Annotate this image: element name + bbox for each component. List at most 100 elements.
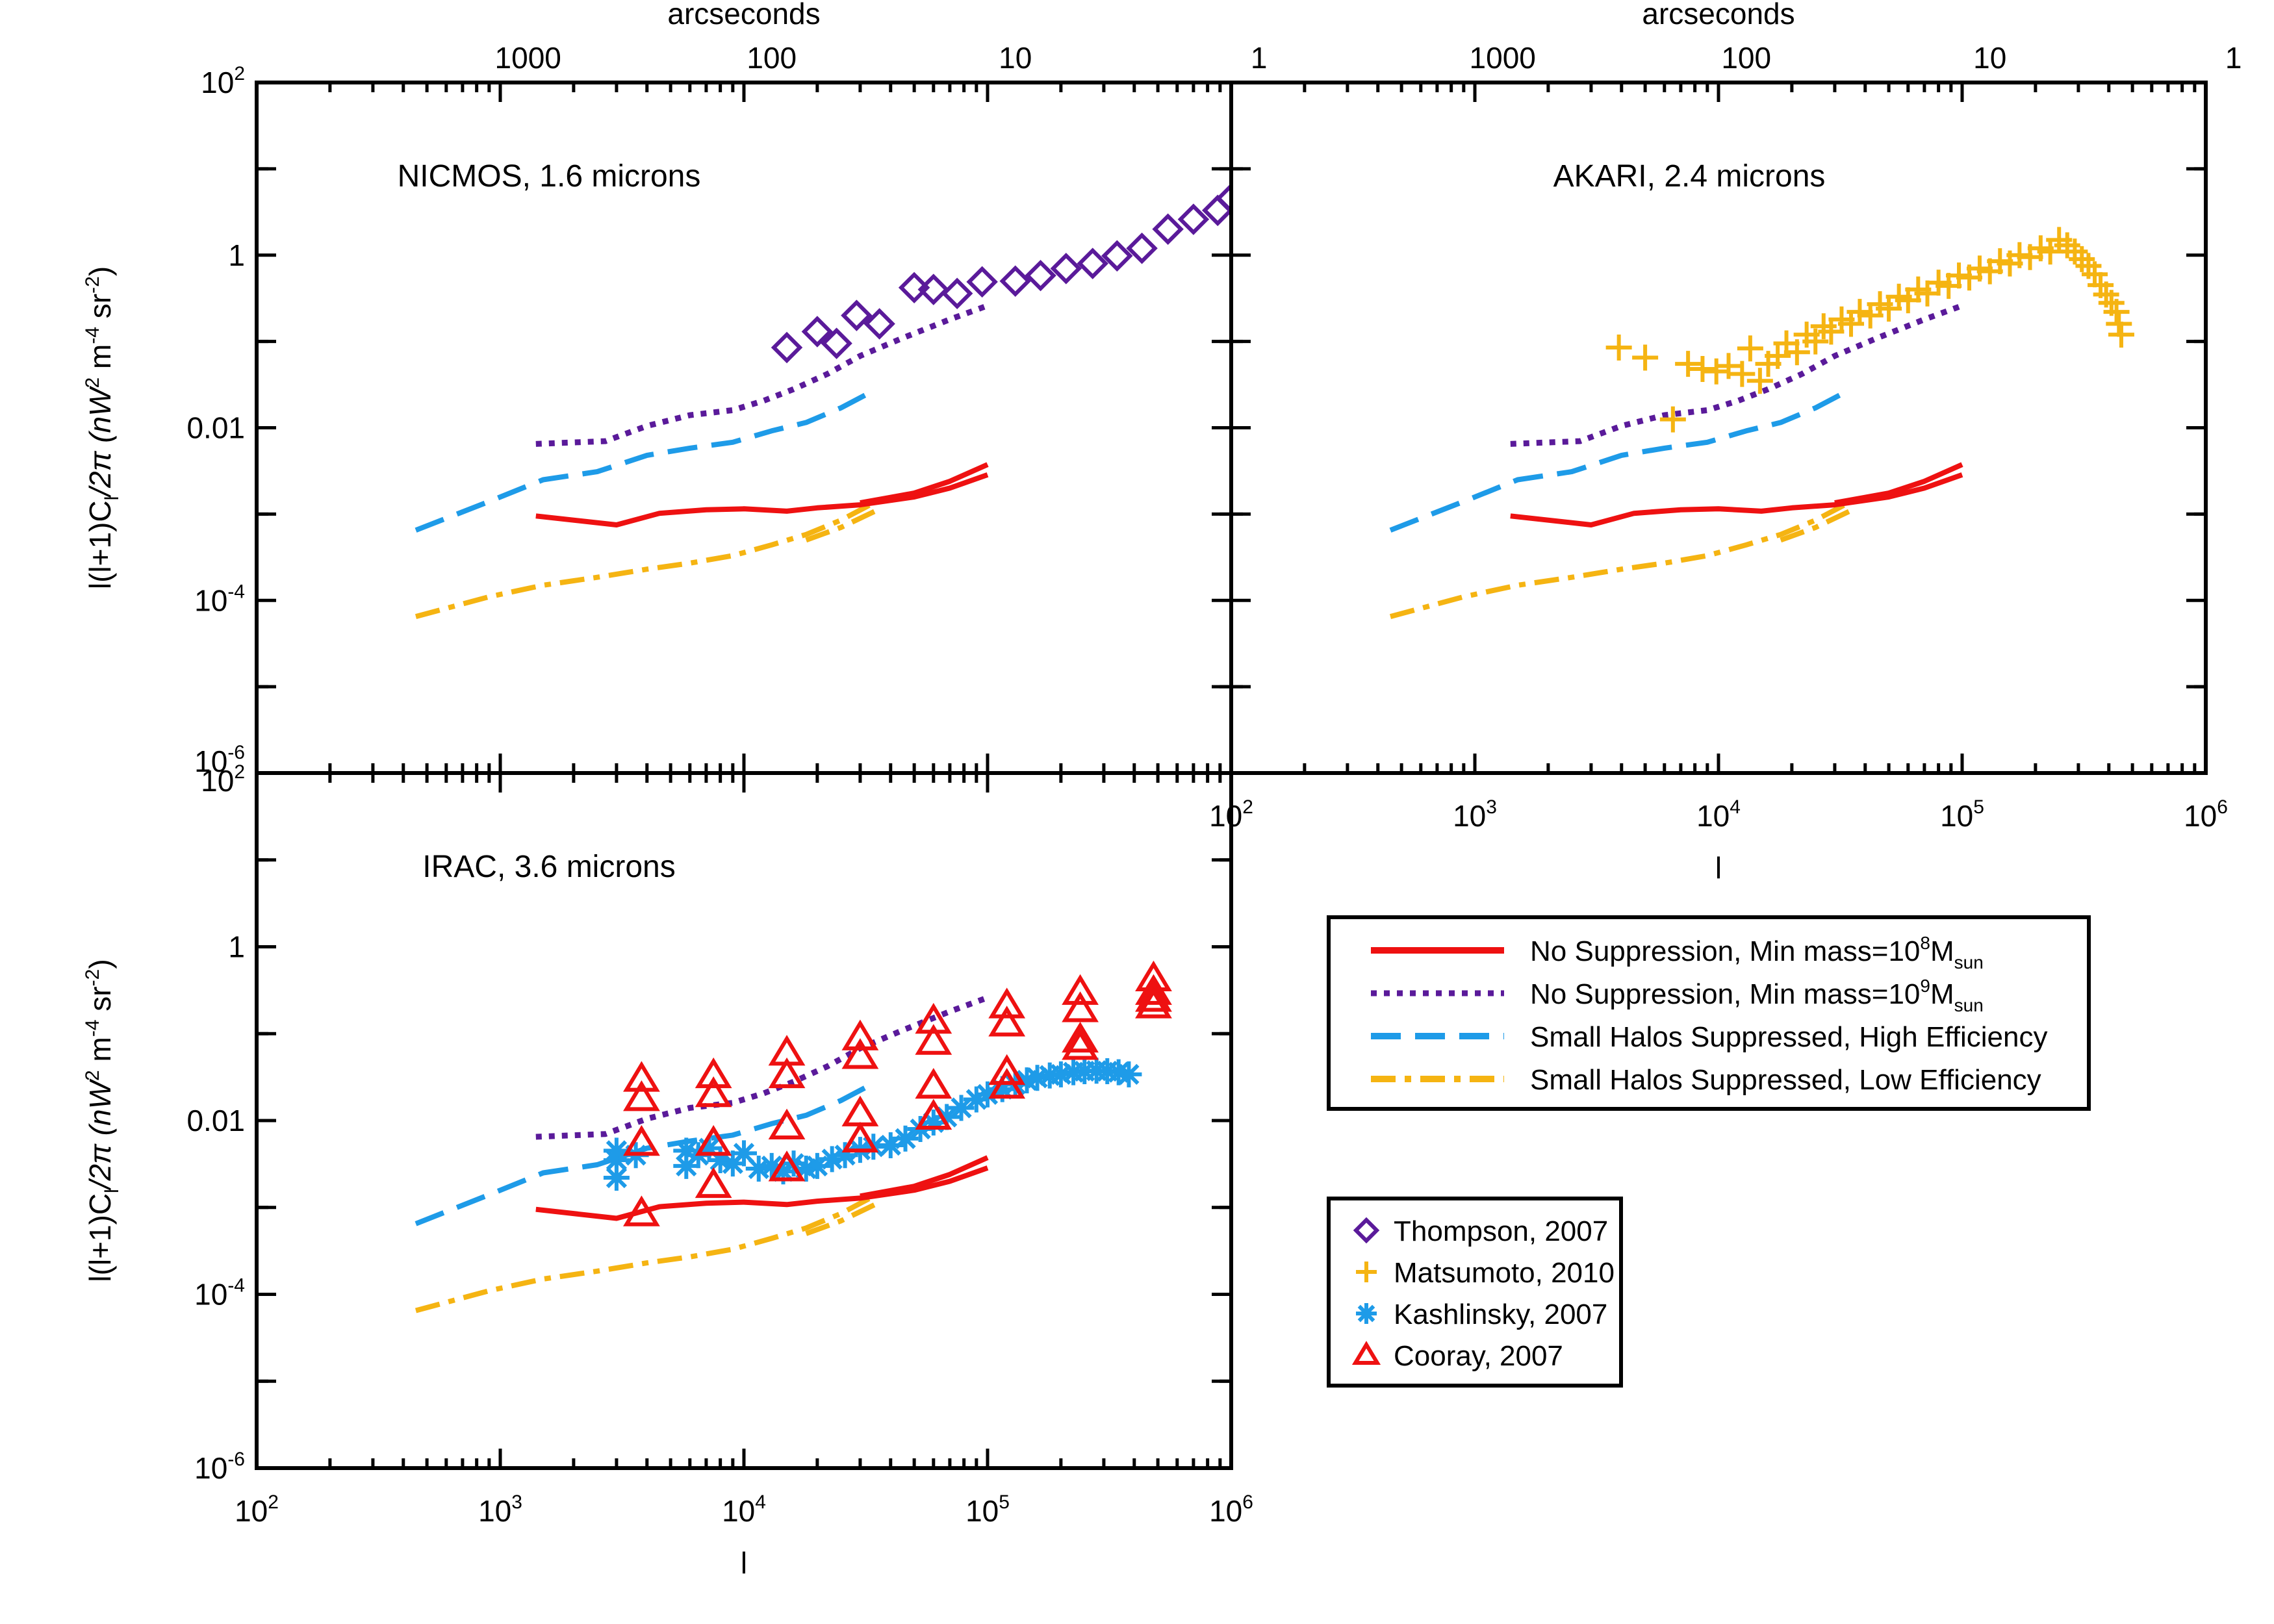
y-tick-label-exp: -6 (227, 742, 245, 763)
data-point (758, 1152, 785, 1179)
model-high-eff-curve (1389, 387, 1852, 533)
data-point (988, 987, 1026, 1019)
top-tick-label: 10 (1973, 41, 2006, 75)
y-axis-label-sup: -4 (82, 1019, 103, 1037)
y-axis-label-close: ) (83, 959, 117, 969)
data-point (915, 1002, 952, 1034)
y-axis-label-sup: 2 (82, 1070, 103, 1081)
data-point (768, 1150, 806, 1182)
x-tick-label-base: 10 (1453, 799, 1486, 833)
y-tick-label-base: 10 (194, 744, 227, 778)
panel-frame (255, 771, 1233, 1470)
data-point (988, 1067, 1026, 1099)
legend-marker-kashlinsky (1356, 1303, 1377, 1324)
data-point (719, 1150, 746, 1177)
y-axis-label: l(l+1)Cl/2π (nW2 m-4 sr-2) (82, 266, 123, 589)
model-no-supp-8-curve (535, 472, 989, 527)
data-point (1077, 247, 1109, 279)
y-axis-label-tail: /2π (nW (83, 385, 117, 498)
data-point (1659, 406, 1686, 433)
data-point (771, 331, 803, 364)
panel-title: AKARI, 2.4 microns (1553, 159, 1826, 194)
data-point (1062, 991, 1099, 1022)
data-point (768, 1057, 806, 1089)
data-point (999, 265, 1031, 297)
legend-marker-matsumoto (1356, 1262, 1377, 1282)
data-point (1024, 1065, 1051, 1091)
data-point (898, 272, 930, 304)
data-point (793, 1155, 819, 1182)
top-tick-label: 1 (2225, 41, 2242, 75)
data-point (2108, 322, 2134, 348)
data-point (1177, 203, 1210, 235)
data-point (1135, 981, 1172, 1012)
legend-marker-cooray (1351, 1341, 1381, 1365)
legend-label-high-eff: Small Halos Suppressed, High Efficiency (1530, 1021, 2047, 1053)
panel-title: IRAC, 3.6 microns (422, 850, 675, 884)
model-low-eff-curve (1389, 499, 1852, 619)
data-point (841, 1019, 879, 1050)
x-tick-label-exp: 5 (999, 1491, 1010, 1513)
data-point (1047, 1061, 1074, 1087)
data-point (801, 316, 834, 348)
y-tick-label-exp: -4 (227, 1275, 245, 1297)
legend-label-text: Small Halos Suppressed, Low Efficiency (1530, 1064, 2041, 1096)
y-axis-label-sr: sr (83, 986, 117, 1019)
data-point (841, 299, 873, 331)
model-no-supp-8-curve (860, 1155, 989, 1199)
data-point (1105, 1059, 1132, 1085)
x-tick-label-base: 10 (1696, 799, 1730, 833)
top-axis-label: arcseconds (1642, 0, 1795, 31)
x-tick-label-exp: 2 (268, 1491, 279, 1513)
model-low-eff-curve (805, 1201, 878, 1236)
plot-area (415, 183, 1231, 619)
data-point (696, 1135, 722, 1161)
y-tick-label: 0.01 (186, 411, 245, 445)
panel-3: IRAC, 3.6 microns10-610-40.011102l(l+1)C… (82, 761, 1253, 1580)
y-axis-label-main: l(l+1)C (83, 500, 117, 589)
y-axis-label-close: ) (83, 266, 117, 276)
legend-label-matsumoto: Matsumoto, 2010 (1394, 1257, 1615, 1289)
top-tick-label: 1000 (495, 41, 561, 75)
data-point (1025, 259, 1056, 292)
x-axis-label: l (741, 1546, 747, 1580)
x-tick-label-base: 10 (235, 1494, 268, 1528)
data-point (920, 1109, 947, 1136)
data-thompson (771, 183, 1231, 364)
legend-data: Thompson, 2007 Matsumoto, 2010 Kashlinsky,… (1327, 1197, 1623, 1388)
data-point (1632, 344, 1659, 371)
data-point (877, 1132, 904, 1158)
data-point (1135, 974, 1172, 1005)
x-tick-label-base: 10 (1940, 799, 1973, 833)
data-point (695, 1124, 732, 1156)
y-tick-label-base: 10 (194, 1451, 227, 1485)
data-point (623, 1080, 660, 1111)
x-tick-label-base: 10 (1209, 799, 1242, 833)
plot-area (415, 960, 1172, 1313)
x-tick-label-exp: 6 (1242, 1491, 1253, 1513)
x-tick-label: 105 (965, 1491, 1010, 1528)
data-point (989, 1076, 1016, 1102)
x-axis-label: l (1715, 851, 1722, 885)
x-tick-label-base: 10 (478, 1494, 511, 1528)
panel-1: NICMOS, 1.6 microns10-610-40.011102l(l+1… (82, 0, 1268, 778)
y-tick-label-base: 10 (194, 1278, 227, 1312)
data-point (832, 1142, 858, 1169)
data-point (1605, 335, 1632, 361)
data-point (1715, 353, 1742, 379)
legend-label-thompson: Thompson, 2007 (1394, 1215, 1608, 1247)
model-low-eff-curve (415, 499, 878, 619)
data-point (603, 1137, 630, 1164)
data-point (934, 1104, 960, 1130)
data-point (770, 1158, 797, 1185)
y-axis-label-units: m (83, 1037, 117, 1070)
model-no-supp-8-curve (535, 1165, 989, 1221)
data-point (917, 273, 950, 305)
data-point (819, 1146, 845, 1173)
y-axis-label-sub: l (101, 1189, 123, 1193)
legend-label-sup: 8 (1920, 933, 1930, 953)
y-tick-label: 10-6 (194, 742, 245, 778)
x-tick-label: 106 (2184, 796, 2228, 833)
y-axis-label: l(l+1)Cl/2π (nW2 m-4 sr-2) (82, 959, 123, 1282)
legend-label-cooray: Cooray, 2007 (1394, 1340, 1563, 1372)
